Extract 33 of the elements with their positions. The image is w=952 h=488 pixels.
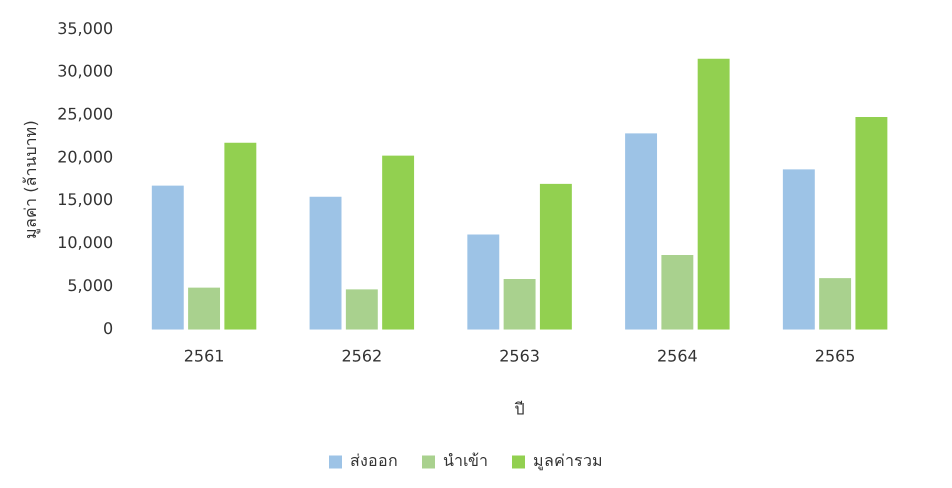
y-tick-label: 30,000: [57, 62, 114, 81]
y-tick-label: 5,000: [67, 276, 114, 295]
bar: [855, 117, 888, 330]
y-tick-label: 10,000: [57, 233, 114, 252]
y-tick-label: 0: [102, 318, 114, 338]
y-tick-label: 25,000: [57, 104, 114, 124]
x-axis-title: ปี: [514, 400, 525, 419]
bar: [819, 278, 852, 330]
bar: [346, 289, 378, 330]
x-tick-label: 2562: [341, 346, 382, 366]
y-axis-title: มูลค่า (ล้านบาท): [20, 120, 41, 239]
legend-label: มูลค่ารวม: [533, 451, 603, 472]
legend-label: นำเข้า: [443, 451, 488, 470]
bar: [504, 279, 536, 330]
x-tick-label: 2561: [184, 346, 224, 366]
legend-label: ส่งออก: [350, 451, 398, 470]
x-tick-label: 2563: [499, 346, 540, 366]
bar: [310, 196, 342, 330]
x-tick-label: 2564: [656, 346, 698, 366]
y-tick-label: 35,000: [57, 18, 114, 38]
bar: [698, 58, 730, 330]
bar: [661, 255, 694, 330]
bar: [540, 184, 572, 330]
y-tick-label: 20,000: [57, 147, 114, 166]
y-tick-label: 15,000: [57, 190, 114, 210]
bar: [188, 288, 220, 330]
bar: [224, 142, 256, 330]
x-tick-label: 2565: [814, 346, 856, 366]
bar: [382, 156, 414, 330]
bar: [625, 133, 658, 330]
bar: [152, 186, 184, 330]
bar: [782, 169, 815, 330]
bar: [467, 234, 500, 330]
